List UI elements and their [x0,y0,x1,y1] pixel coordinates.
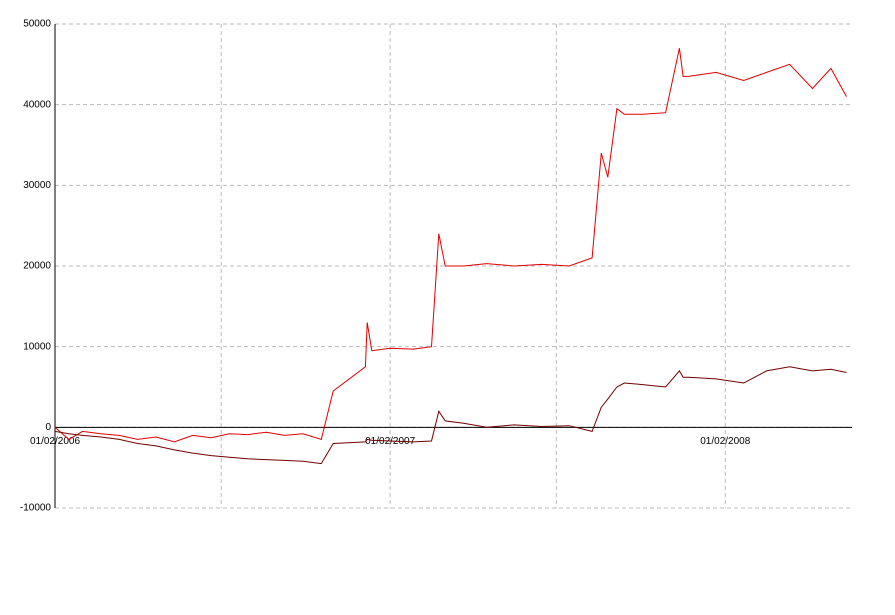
y-tick-label: 30000 [23,180,51,191]
y-tick-label: 40000 [23,99,51,110]
y-tick-label: 50000 [23,19,51,30]
y-tick-label: 20000 [23,261,51,272]
y-tick-label: 10000 [23,341,51,352]
y-tick-label: -10000 [20,503,52,514]
x-tick-label: 01/02/2008 [700,436,750,447]
line-series [54,48,847,443]
y-tick-label: 0 [45,422,51,433]
line-series [54,366,847,465]
